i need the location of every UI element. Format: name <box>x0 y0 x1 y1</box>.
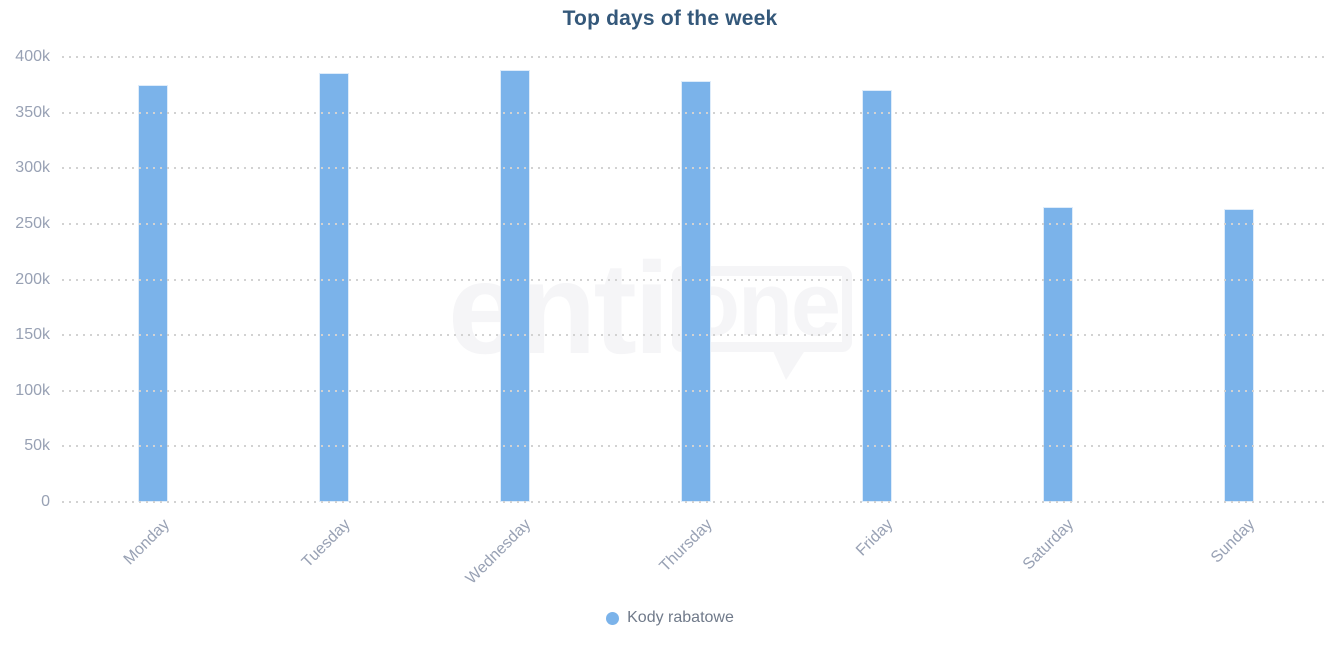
bar-monday[interactable] <box>137 84 168 502</box>
gridline <box>62 111 1329 114</box>
gridline <box>62 278 1329 281</box>
legend-series-label: Kody rabatowe <box>627 609 734 626</box>
x-axis-label: Tuesday <box>298 516 354 571</box>
y-axis-label: 250k <box>15 214 50 232</box>
gridline <box>62 389 1329 392</box>
bar-sunday[interactable] <box>1223 209 1254 502</box>
watermark-text-senti: senti <box>452 256 667 381</box>
y-axis-label: 300k <box>15 159 50 177</box>
legend: Kody rabatowe <box>0 609 1340 627</box>
chart-title: Top days of the week <box>562 7 778 30</box>
x-axis-label: Sunday <box>1208 516 1259 567</box>
watermark-text-one: one <box>685 256 839 355</box>
legend-series-dot-icon <box>606 611 620 625</box>
x-axis-label: Monday <box>120 516 173 569</box>
bar-tuesday[interactable] <box>318 72 349 502</box>
bar-wednesday[interactable] <box>499 70 530 502</box>
watermark-bubble-outline <box>672 266 852 352</box>
legend-item-kody-rabatowe[interactable]: Kody rabatowe <box>606 609 734 627</box>
gridline <box>62 334 1329 337</box>
x-axis-label: Saturday <box>1020 516 1078 574</box>
y-axis-label: 200k <box>15 270 50 288</box>
bar-thursday[interactable] <box>680 81 711 502</box>
sentione-watermark: senti one <box>452 256 852 381</box>
watermark-bubble-tail <box>770 344 809 380</box>
y-axis-label: 400k <box>15 48 50 65</box>
bar-friday[interactable] <box>861 90 892 502</box>
gridline <box>62 167 1329 170</box>
gridline <box>62 222 1329 225</box>
x-axis-label: Wednesday <box>462 516 535 588</box>
y-axis-label: 100k <box>15 381 50 399</box>
x-axis-label: Thursday <box>656 516 716 576</box>
y-axis-label: 0 <box>41 493 50 510</box>
y-axis-label: 350k <box>15 103 50 121</box>
gridline <box>62 501 1329 503</box>
y-axis-label: 50k <box>24 437 50 455</box>
gridline <box>62 56 1329 58</box>
y-axis-label: 150k <box>15 326 50 344</box>
x-axis-label: Friday <box>853 516 897 560</box>
gridline <box>62 445 1329 448</box>
bar-saturday[interactable] <box>1042 207 1073 502</box>
